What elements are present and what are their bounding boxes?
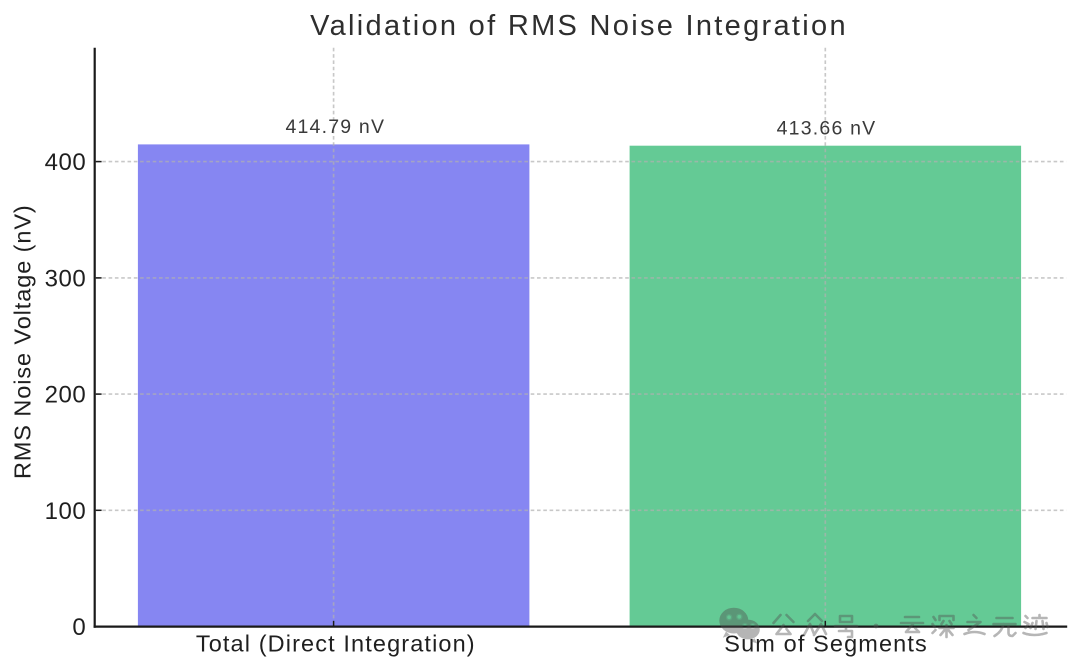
svg-text:100: 100 [45,498,87,525]
svg-text:Validation of RMS Noise Integr: Validation of RMS Noise Integration [310,10,848,42]
svg-text:400: 400 [45,149,87,176]
svg-text:300: 300 [45,265,87,292]
svg-text:Sum of Segments: Sum of Segments [724,631,928,657]
svg-text:0: 0 [72,614,86,641]
svg-text:Total (Direct Integration): Total (Direct Integration) [196,631,476,657]
svg-text:200: 200 [45,382,87,409]
svg-text:413.66 nV: 413.66 nV [777,117,877,139]
svg-text:414.79 nV: 414.79 nV [285,116,385,138]
svg-text:RMS Noise Voltage (nV): RMS Noise Voltage (nV) [10,204,36,479]
